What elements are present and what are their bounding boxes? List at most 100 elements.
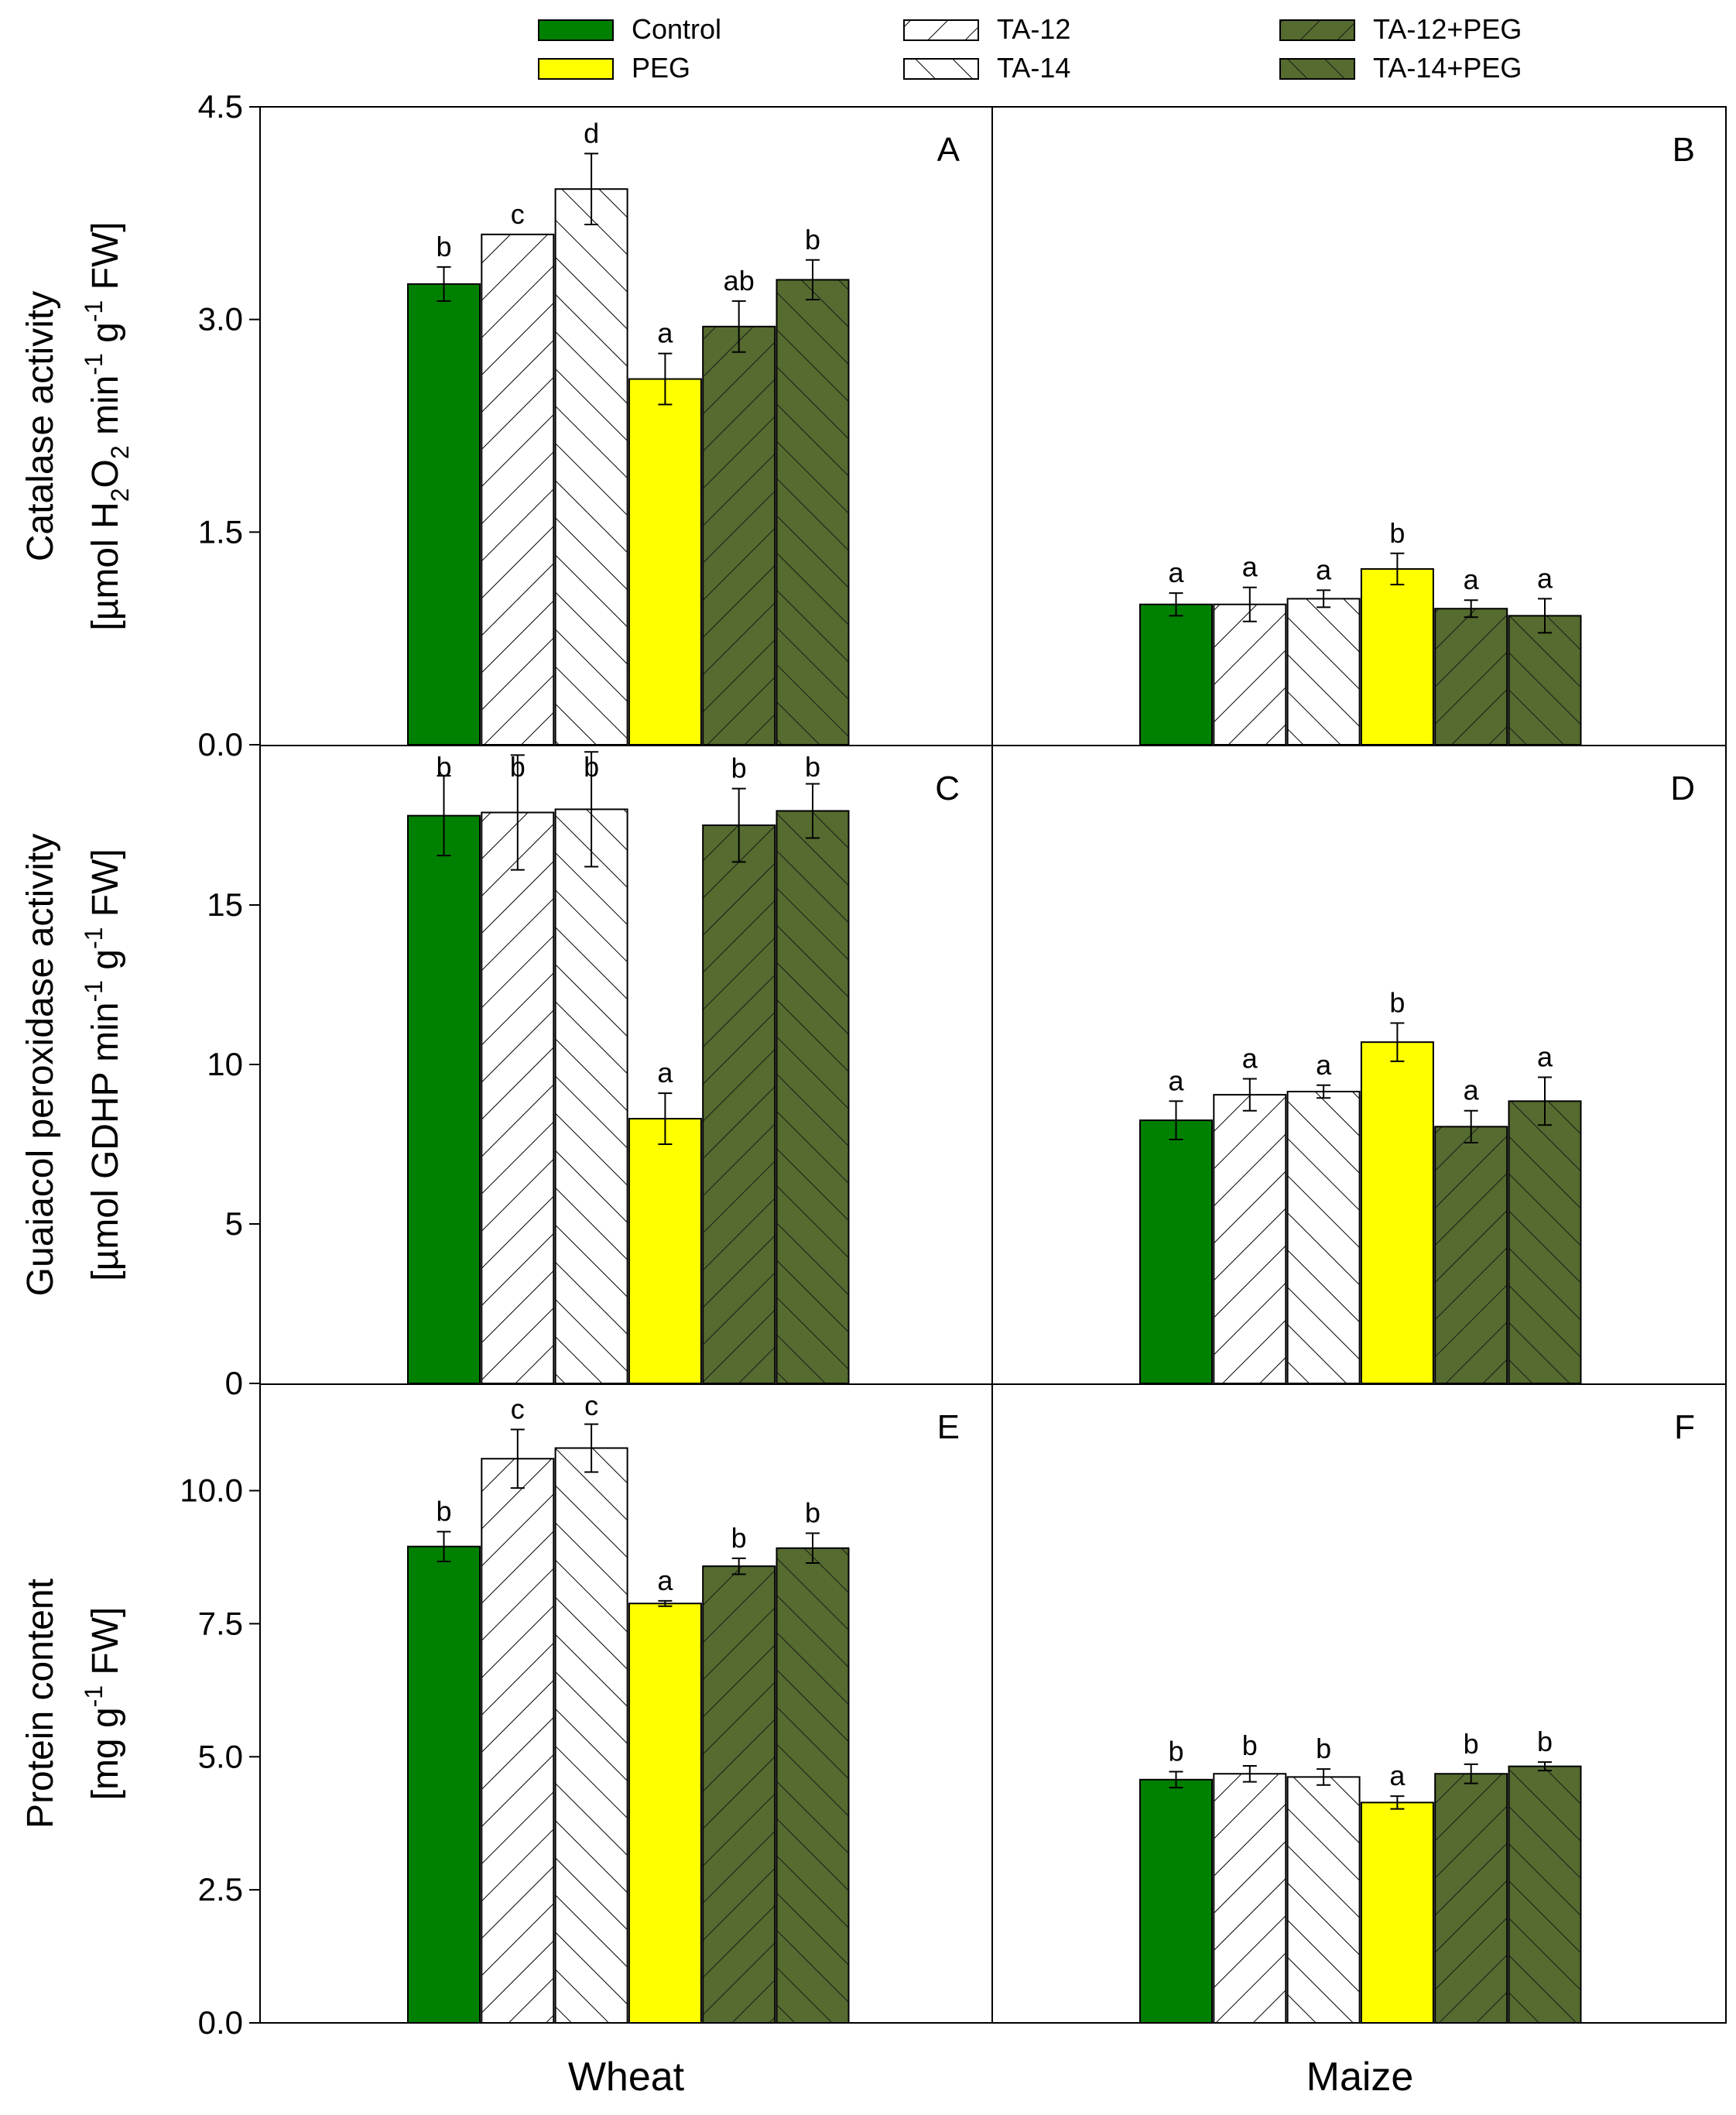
y-axis-units-part: O	[85, 459, 126, 488]
significance-label: a	[1168, 557, 1184, 588]
legend-item-peg: PEG	[538, 52, 690, 84]
bar-maize-peg	[1360, 1801, 1434, 2024]
chart-row-2: 0 5 10 15 Guaiacol peroxidase activity [µmol …	[20, 745, 1727, 1401]
legend-label: TA-12+PEG	[1373, 13, 1522, 45]
legend-item-ta-12-peg: TA-12+PEG	[1279, 13, 1522, 45]
significance-label: c	[511, 198, 525, 230]
significance-label: a	[1464, 1075, 1480, 1106]
x-category-maize: Maize	[1306, 2055, 1414, 2100]
bar-maize-ta-14-peg	[1508, 1100, 1582, 1384]
y-axis-units-part: g	[85, 322, 126, 353]
x-category-labels: Wheat Maize	[568, 2055, 1414, 2100]
bar-wheat-ta-14-peg	[776, 1547, 850, 2024]
y-axis-units-part: FW]	[85, 1607, 126, 1685]
bar-wheat-ta-12-peg	[702, 325, 776, 746]
significance-label: b	[436, 1495, 451, 1527]
bar-maize-ta-12	[1213, 1773, 1287, 2024]
legend-swatch	[903, 58, 979, 80]
bar-wheat-peg	[628, 1118, 702, 1385]
significance-label: b	[584, 751, 599, 783]
legend-label: Control	[632, 13, 721, 45]
y-axis-units-part: FW]	[85, 221, 126, 300]
x-category-wheat: Wheat	[568, 2055, 685, 2100]
y-axis-units-part: 2	[106, 445, 134, 459]
significance-label: b	[731, 752, 747, 784]
y-tick-label: 10.0	[180, 1472, 243, 1509]
legend-swatch	[538, 58, 614, 80]
legend-item-ta-12: TA-12	[903, 13, 1070, 45]
y-axis-units-part: [mg g	[85, 1707, 126, 1800]
bar-maize-control	[1139, 1119, 1213, 1384]
significance-label: a	[1316, 1049, 1332, 1081]
y-tick-label: 0.0	[198, 2004, 243, 2041]
bar-wheat-ta-14	[554, 188, 628, 746]
significance-label: b	[805, 224, 820, 255]
panel-letter: E	[937, 1408, 960, 1446]
bar-maize-ta-14	[1286, 1091, 1361, 1385]
y-axis-units-part: [µmol H	[85, 502, 126, 630]
significance-label: b	[1537, 1726, 1553, 1757]
significance-label: a	[1537, 1040, 1553, 1072]
significance-label: a	[1389, 1760, 1406, 1791]
bar-maize-control	[1139, 603, 1213, 746]
significance-label: a	[657, 1057, 673, 1088]
y-axis-units-part: [µmol GDHP min	[85, 1003, 126, 1281]
legend-item-ta-14-peg: TA-14+PEG	[1279, 52, 1522, 84]
significance-label: a	[1242, 551, 1258, 583]
panel-a: Ab c d a ab b	[407, 117, 960, 746]
panel-d: Da a a b a a	[1139, 770, 1695, 1385]
bar-maize-ta-14	[1286, 1776, 1361, 2024]
y-axis-units-part: -1	[80, 353, 108, 375]
bar-wheat-ta-14	[554, 1447, 628, 2024]
significance-label: a	[1316, 554, 1332, 585]
y-axis-title: Protein content	[20, 1579, 61, 1829]
chart-row-1: 0.0 1.5 3.0 4.5 Catalase activity [µmol H2O2 …	[20, 88, 1727, 763]
significance-label: b	[1316, 1733, 1331, 1764]
y-axis-units-part: -1	[80, 1685, 108, 1707]
significance-label: c	[511, 1393, 525, 1424]
significance-label: b	[436, 751, 451, 783]
y-axis-units-part: min	[85, 375, 126, 446]
legend-item-control: Control	[538, 13, 721, 45]
significance-label: a	[1464, 564, 1480, 595]
bar-wheat-ta-14-peg	[776, 279, 850, 746]
significance-label: a	[657, 1565, 673, 1596]
bar-wheat-control	[407, 1545, 481, 2024]
significance-label: ab	[724, 265, 755, 297]
y-tick-label: 5	[225, 1205, 243, 1242]
y-axis-units-part: FW]	[85, 848, 126, 927]
bar-wheat-ta-12-peg	[702, 1565, 776, 2024]
bar-maize-ta-12-peg	[1434, 1773, 1508, 2024]
bar-wheat-control	[407, 814, 481, 1384]
y-tick-label: 15	[207, 886, 243, 923]
legend-swatch	[1279, 19, 1355, 41]
panel-f: Fb b b a b b	[1139, 1408, 1695, 2024]
legend-swatch	[903, 19, 979, 41]
significance-label: b	[1389, 986, 1405, 1018]
y-axis-units-part: g	[85, 949, 126, 980]
y-axis-units: [µmol GDHP min-1 g-1 FW]	[80, 848, 126, 1280]
y-tick-label: 4.5	[198, 88, 243, 125]
significance-label: b	[1242, 1729, 1258, 1761]
significance-label: b	[731, 1522, 747, 1554]
bar-maize-control	[1139, 1778, 1213, 2024]
legend-label: TA-14+PEG	[1373, 52, 1522, 84]
bar-wheat-ta-12	[481, 233, 555, 746]
chart-row-3: 0.0 2.5 5.0 7.5 10.0 Protein content [mg g-1 F…	[20, 1383, 1727, 2041]
y-axis-units-part: -1	[80, 927, 108, 949]
bar-maize-ta-14-peg	[1508, 1765, 1582, 2024]
panel-letter: F	[1674, 1408, 1695, 1446]
y-tick-label: 1.5	[198, 513, 243, 550]
y-tick-label: 10	[207, 1046, 243, 1082]
significance-label: d	[584, 117, 599, 149]
y-axis-units: [mg g-1 FW]	[80, 1607, 126, 1801]
y-axis-units-part: -1	[80, 980, 108, 1002]
y-axis-title: Catalase activity	[20, 291, 61, 561]
significance-label: c	[584, 1390, 598, 1421]
significance-label: b	[1389, 517, 1405, 549]
bar-maize-peg	[1360, 567, 1434, 746]
y-tick-label: 0.0	[198, 726, 243, 763]
y-tick-label: 3.0	[198, 301, 243, 338]
legend: Control PEG TA-12 TA-14 TA-12+PEG TA-14+PEG	[538, 13, 1522, 84]
